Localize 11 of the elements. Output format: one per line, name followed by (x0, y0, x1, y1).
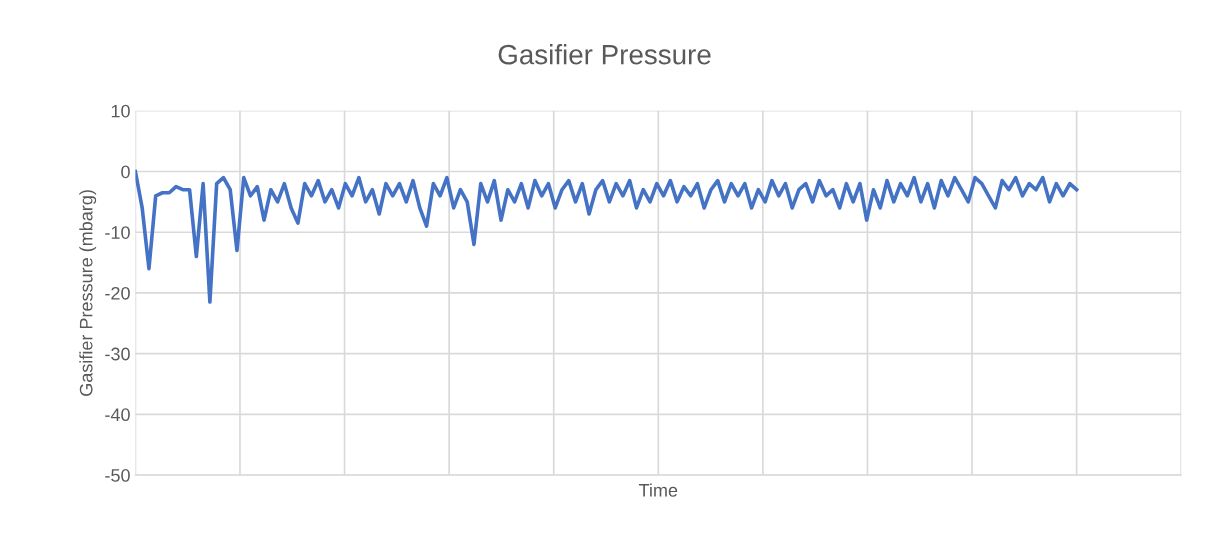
y-tick-label: -30 (105, 347, 130, 361)
y-tick-label: -40 (105, 408, 130, 422)
line-series (135, 169, 1079, 304)
y-tick-label: -50 (105, 469, 130, 482)
y-axis-title: Gasifier Pressure (mbarg) (79, 190, 97, 396)
x-axis-title: Time (638, 483, 678, 497)
y-tick-label: -20 (105, 286, 130, 300)
y-tick-label: -10 (105, 226, 130, 239)
y-tick-label: 0 (121, 165, 130, 179)
chart-title: Gasifier Pressure (498, 44, 711, 65)
y-tick-label: 10 (111, 104, 130, 118)
